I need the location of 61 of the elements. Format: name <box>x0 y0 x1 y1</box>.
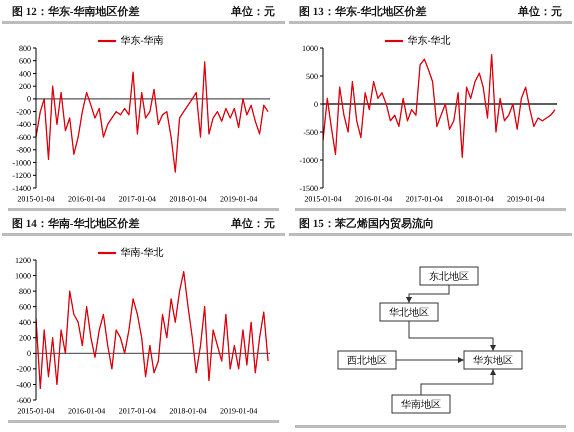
y-tick-label: -400 <box>16 120 31 130</box>
y-tick-label: 800 <box>19 44 31 53</box>
y-tick-label: 0 <box>314 100 318 109</box>
y-tick-label: -1400 <box>12 184 31 193</box>
line-series <box>36 271 269 389</box>
x-tick-label: 2018-01-04 <box>169 194 207 204</box>
y-tick-label: -1000 <box>299 156 318 165</box>
x-tick-label: 2016-01-04 <box>354 194 392 204</box>
y-tick-label: 400 <box>19 69 31 78</box>
text: 华南地区 <box>401 398 441 410</box>
x-tick-label: 2015-01-04 <box>17 406 55 416</box>
x-tick-label: 2016-01-04 <box>68 406 106 416</box>
chart-title: 图 12：华东-华南地区价差 <box>12 4 140 19</box>
x-tick-label: 2017-01-04 <box>118 194 156 204</box>
x-tick-label: 2019-01-04 <box>220 194 258 204</box>
y-tick-label: -1000 <box>12 158 31 168</box>
y-tick-label: 0 <box>27 349 31 358</box>
text: 单位：元 <box>231 4 275 19</box>
y-tick-label: -400 <box>16 380 31 390</box>
text: 图 15：苯乙烯国内贸易流向 <box>299 216 434 231</box>
legend-label: 华南-华北 <box>120 247 164 258</box>
y-tick-label: -1200 <box>12 171 31 180</box>
y-tick-label: 1200 <box>15 256 31 265</box>
chart-title: 图 14：华南-华北地区价差 <box>12 216 140 231</box>
x-tick-label: 2019-01-04 <box>506 194 544 204</box>
y-tick-label: 600 <box>19 56 31 66</box>
x-tick-label: 2016-01-04 <box>68 194 106 204</box>
y-tick-label: 0 <box>27 94 31 104</box>
x-tick-label: 2018-01-04 <box>169 406 207 416</box>
x-tick-label: 2019-01-04 <box>220 406 258 416</box>
y-tick-label: 800 <box>19 286 31 296</box>
y-tick-label: -500 <box>303 128 318 137</box>
y-tick-label: 1000 <box>302 44 318 53</box>
text: 华北地区 <box>389 306 429 318</box>
y-tick-label: 200 <box>19 82 31 92</box>
y-tick-label: -600 <box>16 132 31 142</box>
x-tick-label: 2017-01-04 <box>406 194 444 204</box>
text: 华东地区 <box>473 354 513 366</box>
x-tick-label: 2017-01-04 <box>118 406 156 416</box>
y-tick-label: -200 <box>16 107 31 116</box>
x-tick-label: 2015-01-04 <box>304 194 342 204</box>
text: 东北地区 <box>429 270 469 282</box>
y-tick-label: 600 <box>19 302 31 312</box>
line-series <box>36 61 269 173</box>
line-series <box>323 54 556 158</box>
y-tick-label: 1000 <box>15 271 31 280</box>
text: 单位：元 <box>518 4 562 19</box>
x-tick-label: 2018-01-04 <box>456 194 494 204</box>
x-tick-label: 2015-01-04 <box>17 194 55 204</box>
chart-title: 图 13：华东-华北地区价差 <box>299 4 426 19</box>
y-tick-label: 500 <box>306 72 318 81</box>
y-tick-label: 400 <box>19 318 31 328</box>
y-tick-label: 200 <box>19 334 31 343</box>
y-tick-label: -1500 <box>299 184 318 193</box>
legend-label: 华东-华南 <box>120 35 164 46</box>
y-tick-label: -200 <box>16 364 31 374</box>
text: 西北地区 <box>347 354 387 366</box>
legend-label: 华东-华北 <box>407 35 451 46</box>
y-tick-label: -600 <box>16 396 31 405</box>
y-tick-label: -800 <box>16 146 31 155</box>
text: 单位：元 <box>231 216 275 231</box>
